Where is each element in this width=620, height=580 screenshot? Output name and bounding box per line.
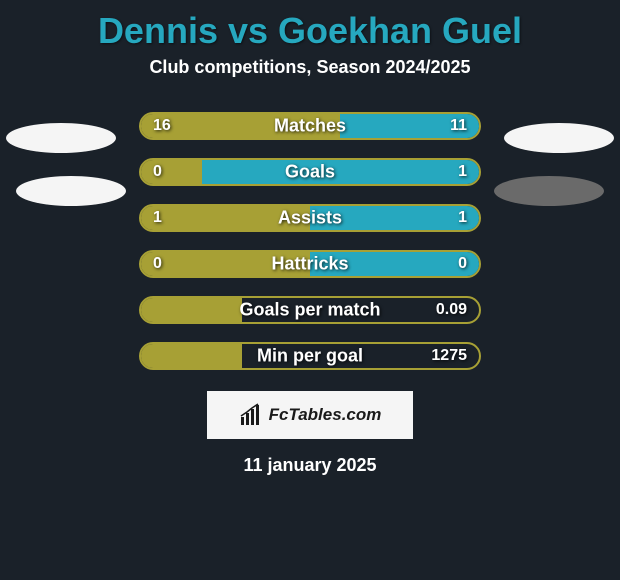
stat-value-right: 0.09	[436, 301, 467, 319]
stat-value-left: 0	[153, 163, 162, 181]
stat-label: Min per goal	[257, 346, 363, 367]
stat-label: Assists	[278, 208, 342, 229]
stat-bar-track: Min per goal 1275	[139, 342, 481, 370]
stat-value-left: 0	[153, 255, 162, 273]
page-subtitle: Club competitions, Season 2024/2025	[0, 57, 620, 103]
stat-bar-track: Assists 1 1	[139, 204, 481, 232]
page-title: Dennis vs Goekhan Guel	[0, 0, 620, 57]
stat-label: Matches	[274, 116, 346, 137]
stat-bar-fill-right	[202, 160, 479, 184]
badge-text: FcTables.com	[269, 405, 382, 425]
stat-bar-track: Matches 16 11	[139, 112, 481, 140]
chart-icon	[239, 403, 263, 427]
stat-bar-fill-left	[141, 344, 242, 368]
stat-label: Hattricks	[271, 254, 348, 275]
stat-value-right: 0	[458, 255, 467, 273]
stats-container: Matches1611Goals01Assists11Hattricks00Go…	[0, 103, 620, 379]
stat-bar-fill-left	[141, 298, 242, 322]
stat-row: Hattricks 0 0	[0, 241, 620, 287]
site-badge: FcTables.com	[207, 391, 413, 439]
stat-value-right: 1	[458, 209, 467, 227]
stat-row: Goals 0 1	[0, 149, 620, 195]
stat-value-right: 11	[450, 117, 467, 135]
stat-value-right: 1275	[431, 347, 467, 365]
stat-bar-fill-left	[141, 160, 202, 184]
stat-value-right: 1	[458, 163, 467, 181]
stat-value-left: 1	[153, 209, 162, 227]
stat-row: Assists 1 1	[0, 195, 620, 241]
stat-row: Matches 16 11	[0, 103, 620, 149]
stat-label: Goals	[285, 162, 335, 183]
stat-row: Min per goal 1275	[0, 333, 620, 379]
stat-row: Goals per match 0.09	[0, 287, 620, 333]
stat-bar-track: Goals per match 0.09	[139, 296, 481, 324]
stat-value-left: 16	[153, 117, 171, 135]
date-label: 11 january 2025	[0, 455, 620, 476]
stat-bar-track: Hattricks 0 0	[139, 250, 481, 278]
stat-bar-track: Goals 0 1	[139, 158, 481, 186]
stat-label: Goals per match	[239, 300, 380, 321]
